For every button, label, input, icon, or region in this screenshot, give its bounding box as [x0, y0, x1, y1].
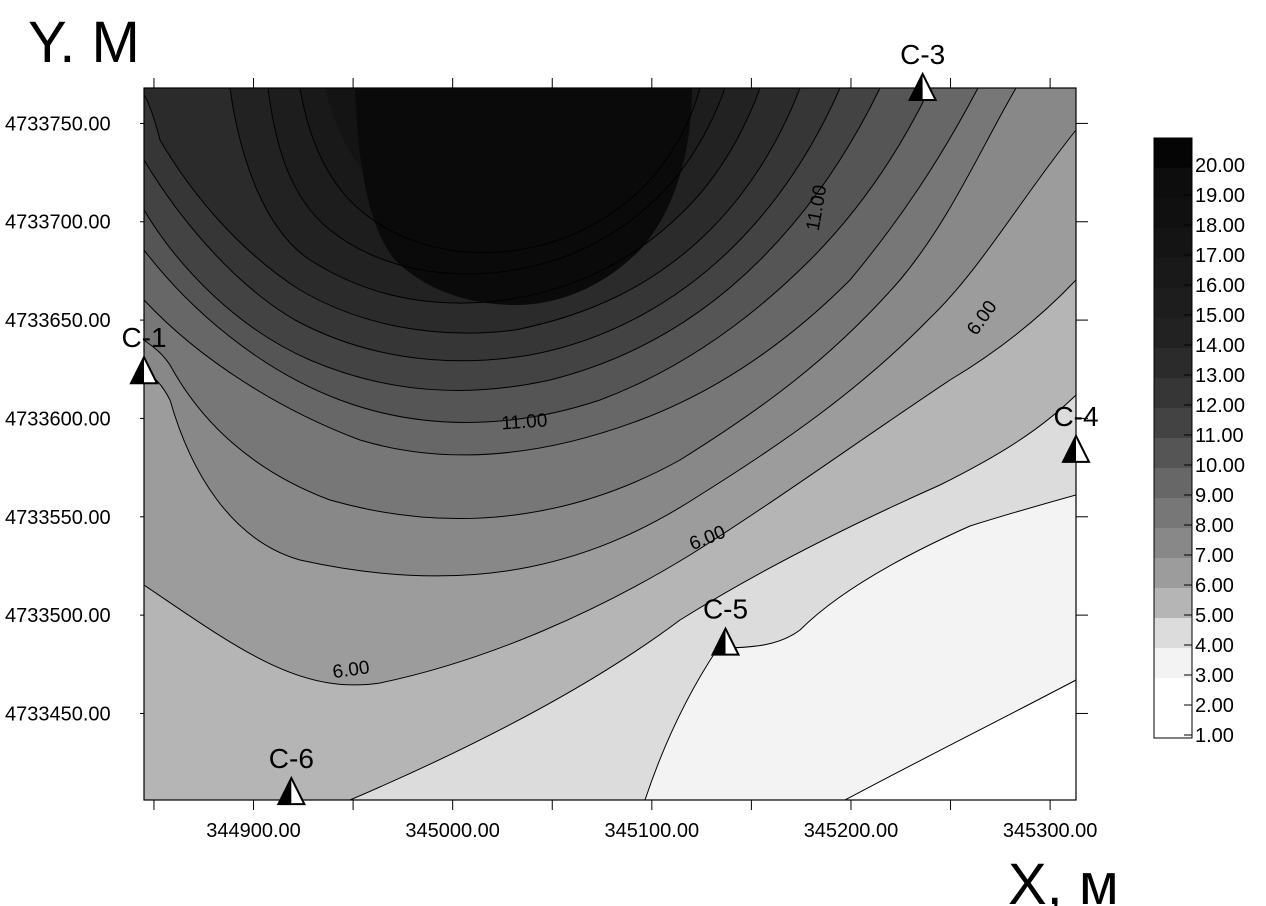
well-label: С-1	[121, 322, 166, 353]
legend-label: 12.00	[1195, 395, 1245, 417]
y-tick-label: 4733450.00	[5, 703, 111, 725]
contour-line	[229, 88, 761, 304]
contour-bands	[144, 88, 1076, 800]
legend-label: 2.00	[1195, 695, 1234, 717]
legend-swatch	[1154, 258, 1192, 288]
legend-swatch	[1154, 288, 1192, 318]
legend-swatch	[1154, 618, 1192, 648]
well-marker-outline	[276, 775, 306, 806]
well-label: С-3	[900, 39, 945, 70]
x-tick-label: 345200.00	[804, 820, 899, 842]
legend-label: 19.00	[1195, 185, 1245, 207]
well-label: С-5	[703, 594, 748, 625]
legend-label: 17.00	[1195, 245, 1245, 267]
contour-label: 6.00	[331, 657, 371, 683]
x-tick-label: 344900.00	[206, 820, 301, 842]
legend-swatch	[1154, 318, 1192, 348]
legend-label: 3.00	[1195, 665, 1234, 687]
legend-swatch	[1154, 498, 1192, 528]
contour-line	[844, 679, 1076, 800]
legend-label: 1.00	[1195, 725, 1234, 747]
contour-line	[144, 88, 1017, 519]
legend-frame	[1153, 137, 1193, 739]
legend-swatch	[1154, 228, 1192, 258]
contour-line	[299, 88, 701, 254]
contour-line	[349, 394, 1076, 800]
x-tick-label: 345300.00	[1003, 820, 1098, 842]
band-18	[355, 88, 692, 305]
well-label: С-6	[269, 743, 314, 774]
x-axis-title: X, м	[1008, 852, 1119, 906]
contour-line	[144, 129, 1076, 577]
legend-label: 11.00	[1195, 425, 1244, 447]
contour-lines	[144, 88, 1076, 800]
legend-swatch	[1154, 438, 1192, 468]
well-marker: С-1	[121, 322, 167, 385]
legend-label: 8.00	[1195, 515, 1234, 537]
contour-line	[144, 88, 881, 391]
x-axis: 344900.00 345000.00 345100.00 345200.00 3453…	[153, 78, 1098, 842]
legend-label: 6.00	[1195, 575, 1234, 597]
y-axis-title: Y. M	[28, 10, 140, 75]
legend-swatch	[1154, 678, 1192, 708]
well-marker-outline	[129, 354, 159, 385]
legend-swatch	[1154, 588, 1192, 618]
legend-swatch	[1154, 348, 1192, 378]
x-tick-label: 345100.00	[605, 820, 700, 842]
well-marker: С-5	[703, 594, 748, 656]
legend-label: 14.00	[1195, 335, 1245, 357]
y-tick-label: 4733650.00	[5, 310, 111, 332]
legend-label: 13.00	[1195, 365, 1245, 387]
legend-swatch	[1154, 528, 1192, 558]
legend-label: 15.00	[1195, 305, 1245, 327]
legend-label: 20.00	[1195, 155, 1245, 177]
y-tick-label: 4733700.00	[5, 212, 111, 234]
well-marker-outline	[1061, 433, 1091, 463]
x-tick-label: 345000.00	[405, 820, 500, 842]
contour-label: 11.00	[501, 410, 548, 434]
legend-label: 10.00	[1195, 455, 1245, 477]
contour-line	[144, 88, 931, 423]
legend: 20.00 19.00 18.00 17.00 16.00 15.00 14.00 13.00…	[1153, 137, 1245, 747]
y-tick-label: 4733600.00	[5, 408, 111, 430]
legend-swatch	[1154, 558, 1192, 588]
y-tick-label: 4733500.00	[5, 605, 111, 627]
legend-label: 9.00	[1195, 485, 1234, 507]
legend-label: 5.00	[1195, 605, 1234, 627]
well-label: С-4	[1053, 401, 1098, 432]
legend-label: 4.00	[1195, 635, 1234, 657]
legend-swatch	[1154, 198, 1192, 228]
contour-line	[267, 88, 726, 275]
well-marker-outline	[710, 626, 741, 656]
well-marker: С-4	[1053, 401, 1099, 463]
contour-line	[144, 88, 801, 334]
well-marker: С-6	[269, 743, 314, 806]
legend-label: 18.00	[1195, 215, 1245, 237]
legend-swatch	[1154, 138, 1192, 168]
legend-swatch	[1154, 468, 1192, 498]
y-tick-label: 4733550.00	[5, 507, 111, 529]
legend-swatch	[1154, 648, 1192, 678]
y-tick-label: 4733750.00	[5, 113, 111, 135]
contour-line	[144, 88, 841, 362]
legend-swatch	[1154, 168, 1192, 198]
well-marker: С-3	[900, 39, 945, 101]
well-marker-outline	[908, 71, 938, 101]
wells: С-1 С-3 С-4 С-5 С-6	[121, 39, 1099, 806]
legend-swatch	[1154, 708, 1192, 738]
contour-line	[144, 279, 1076, 686]
legend-swatch	[1154, 378, 1192, 408]
legend-swatch	[1154, 408, 1192, 438]
contour-line	[144, 88, 979, 456]
legend-label: 7.00	[1195, 545, 1234, 567]
legend-label: 16.00	[1195, 275, 1245, 297]
y-axis: 4733750.00 4733700.00 4733650.00 4733600.00…	[5, 113, 1088, 725]
contour-line	[644, 494, 1076, 800]
